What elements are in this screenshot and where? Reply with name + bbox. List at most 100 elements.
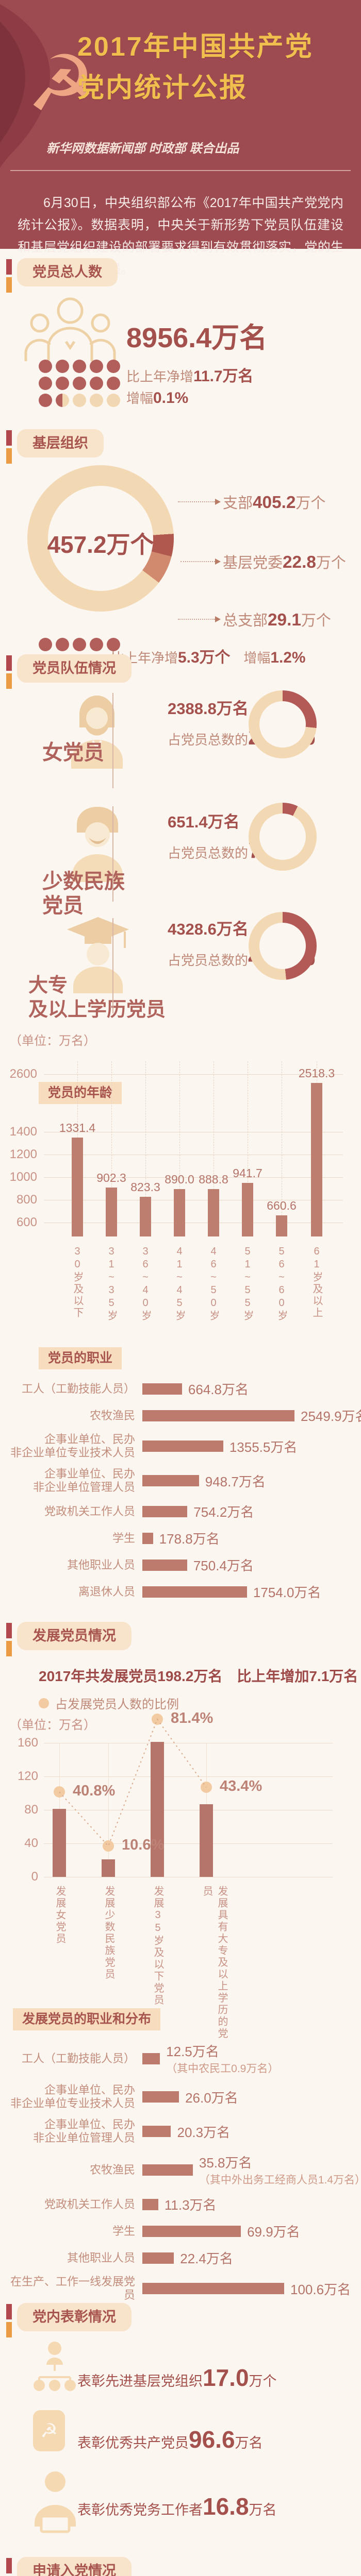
dev-pct-label: 81.4% (171, 1710, 214, 1727)
ytick-80: 80 (24, 1803, 38, 1817)
table-row: 工人（工勤技能人员） 12.5万名 （其中农民工0.9万名） (0, 2041, 361, 2076)
page-title-line1: 2017年中国共产党 (77, 32, 314, 62)
leader-line (178, 499, 221, 505)
row-bar (142, 2198, 158, 2210)
row-value: 750.4万名 (193, 1558, 254, 1573)
row-bar (142, 1505, 188, 1517)
age-bar-category: 56~60岁 (276, 1246, 287, 1322)
female-member-icon (71, 696, 123, 769)
row-label: 党政机关工作人员 (44, 1504, 135, 1518)
gridline-120 (44, 1776, 333, 1777)
row-value-wrap: 100.6万名 (290, 2279, 351, 2298)
age-bar-value: 2518.3 (298, 1066, 335, 1080)
composition-row-label: 大专 及以上学历党员 (28, 975, 166, 1021)
grid-vline (108, 1743, 109, 1877)
age-bar-value: 890.0 (165, 1172, 194, 1186)
age-bar-value: 1331.4 (59, 1121, 96, 1135)
table-row: 学生 69.9万名 (0, 2222, 361, 2241)
ytick-600: 600 (16, 1215, 37, 1229)
dev-marker (201, 1782, 212, 1793)
table-row: 在生产、工作一线发展党员 100.6万名 (0, 2275, 361, 2302)
org-group-icon (34, 2342, 76, 2391)
dot-f (56, 638, 69, 651)
age-bar-value: 823.3 (130, 1180, 160, 1194)
row-bar (142, 1475, 199, 1486)
people-group-icon (24, 297, 116, 361)
age-bar-category: 51~55岁 (242, 1246, 253, 1322)
row-label: 农牧渔民 (89, 2163, 135, 2176)
party-emblem-icon: ☭ (33, 2410, 65, 2451)
row-value: 948.7万名 (205, 1473, 266, 1489)
dot-e (73, 394, 86, 407)
leader-line (180, 558, 221, 565)
row-label: 学生 (112, 2224, 135, 2238)
row-label: 农牧渔民 (89, 1409, 135, 1422)
total-dots-graphic (39, 360, 120, 407)
ytick-2600: 2600 (9, 1067, 37, 1081)
badge-label: 申请入党情况 (17, 2557, 132, 2576)
row-bar (142, 1440, 223, 1452)
ytick-800: 800 (16, 1193, 37, 1207)
development-legend: 占发展党员人数的比例 (39, 1694, 179, 1712)
ytick-1400: 1400 (9, 1125, 37, 1139)
row-label: 党政机关工作人员 (44, 2197, 135, 2211)
row-bar (142, 1532, 153, 1544)
college-pct-donut (249, 912, 317, 980)
divider (112, 693, 113, 788)
commendation-item-1: 表彰优秀共产党员96.6万名 (77, 2426, 263, 2453)
grid-vline (111, 1061, 112, 1236)
badge-label: 党员总人数 (17, 258, 118, 286)
row-bar (142, 1383, 182, 1395)
row-value: 178.8万名 (159, 1531, 220, 1547)
dot-f (39, 360, 52, 373)
dot-f (39, 638, 52, 651)
section-total-members: 党员总人数 8956.4万名 比上年净增11.7万名 增幅0.1% (0, 249, 361, 429)
row-value: 22.4万名 (180, 2251, 233, 2266)
dev-marker (152, 1714, 163, 1725)
header: ☭ 2017年中国共产党 党内统计公报 新华网数据新闻部 时政部 联合出品 6月… (0, 0, 361, 277)
row-value-wrap: 750.4万名 (193, 1555, 254, 1574)
table-row: 党政机关工作人员 754.2万名 (0, 1502, 361, 1521)
dot-f (107, 638, 120, 651)
dev-category: 发展具有大专及以上学历的党员 (201, 1886, 227, 2040)
age-bar-value: 902.3 (96, 1171, 126, 1184)
age-bar-value: 660.6 (267, 1199, 297, 1213)
table-row: 农牧渔民 35.8万名 （其中外出务工经商人员1.4万名） (0, 2153, 361, 2187)
dev-category: 发展女党员 (54, 1886, 65, 1945)
divider (10, 170, 351, 171)
byline: 新华网数据新闻部 时政部 联合出品 (46, 142, 239, 156)
grassroots-donut-chart (27, 465, 174, 612)
divider (112, 806, 113, 902)
composition-row-label: 女党员 (42, 741, 104, 764)
table-row: 农牧渔民 2549.9万名 (0, 1406, 361, 1425)
grassroots-label-2: 总支部29.1万个 (223, 611, 331, 630)
row-note: （其中外出务工经商人员1.4万名） (199, 2174, 361, 2186)
badge-label: 基层组织 (17, 429, 104, 457)
total-note1: 比上年净增11.7万名 (126, 368, 254, 385)
section-commendation: 党内表彰情况 表彰先进基层党组织17.0万个 ☭ 表彰优秀共产党员96.6万名 … (0, 2303, 361, 2557)
row-label: 离退休人员 (78, 1585, 135, 1598)
dev-marker (103, 1840, 114, 1852)
row-label: 其他职业人员 (67, 1558, 135, 1571)
dot-f (73, 638, 86, 651)
page-title-line2: 党内统计公报 (77, 73, 248, 103)
row-label: 工人（工勤技能人员） (21, 1382, 135, 1395)
table-row: 其他职业人员 750.4万名 (0, 1555, 361, 1574)
table-row: 企事业单位、民办 非企业单位管理人员 20.3万名 (0, 2118, 361, 2145)
gridline-40 (44, 1843, 333, 1844)
row-bar (142, 2225, 241, 2237)
commendation-item-0: 表彰先进基层党组织17.0万个 (77, 2364, 277, 2391)
age-bar (242, 1183, 253, 1236)
age-bar-value: 941.7 (233, 1166, 262, 1180)
dev-marker (54, 1786, 65, 1798)
row-bar (142, 2164, 193, 2176)
row-value-wrap: 69.9万名 (247, 2222, 300, 2241)
ytick-0: 0 (31, 1870, 38, 1884)
dot-h (56, 394, 69, 407)
row-value: 12.5万名 (166, 2044, 219, 2059)
row-bar (142, 2283, 284, 2294)
row-value: 100.6万名 (290, 2281, 351, 2297)
age-bar (174, 1189, 185, 1236)
minority-member-icon (72, 807, 123, 882)
